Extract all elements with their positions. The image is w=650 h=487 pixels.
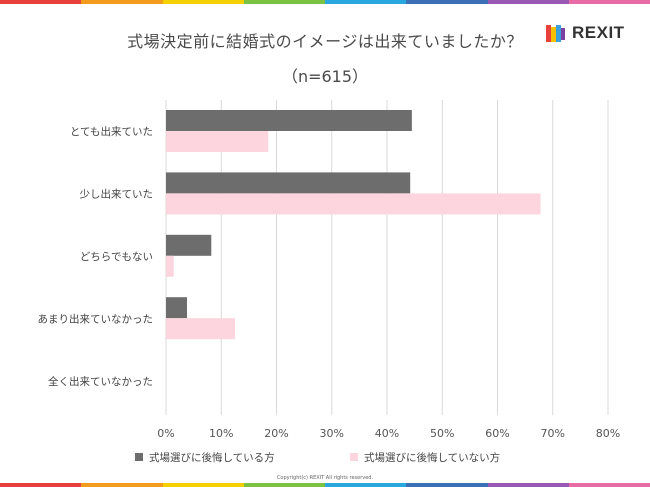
bottom-color-stripe [0, 483, 650, 487]
stripe-segment [81, 0, 163, 4]
stripe-segment [406, 483, 488, 487]
stripe-segment [243, 0, 325, 4]
stripe-segment [243, 483, 325, 487]
bar-no-regret [166, 318, 236, 340]
stripe-segment [487, 0, 569, 4]
x-tick-label: 50% [430, 427, 454, 440]
rexit-logo-icon [544, 22, 566, 44]
category-label: とても出来ていた [70, 125, 153, 138]
bar-no-regret [166, 255, 174, 277]
stripe-segment [325, 483, 407, 487]
legend-swatch [135, 453, 143, 461]
stripe-segment [0, 483, 82, 487]
bar-regret [166, 234, 212, 256]
x-tick-label: 0% [157, 427, 174, 440]
category-label: 全く出来ていなかった [48, 375, 153, 388]
category-label: あまり出来ていなかった [38, 312, 154, 325]
bar-regret [166, 172, 411, 194]
x-tick-label: 80% [596, 427, 620, 440]
chart-title: 式場決定前に結婚式のイメージは出来ていましたか？ [127, 32, 523, 51]
x-tick-label: 10% [209, 427, 233, 440]
rexit-logo-text: REXIT [572, 23, 625, 42]
legend-swatch [350, 453, 358, 461]
chart-subtitle: （n=615） [281, 67, 369, 86]
bar-regret [166, 110, 412, 131]
bar-no-regret [166, 131, 269, 152]
stripe-segment [568, 483, 650, 487]
stripe-segment [406, 0, 488, 4]
stripe-segment [325, 0, 407, 4]
x-tick-label: 60% [485, 427, 509, 440]
stripe-segment [487, 483, 569, 487]
x-tick-label: 20% [264, 427, 288, 440]
x-tick-label: 70% [541, 427, 565, 440]
stripe-segment [0, 0, 82, 4]
bar-regret [166, 297, 187, 319]
stripe-segment [568, 0, 650, 4]
legend-label: 式場選びに後悔している方 [149, 451, 275, 464]
stripe-segment [162, 483, 244, 487]
rexit-logo: REXIT [544, 22, 625, 44]
legend-label: 式場選びに後悔していない方 [364, 451, 500, 464]
stripe-segment [162, 0, 244, 4]
stripe-segment [81, 483, 163, 487]
category-label: 少し出来ていた [80, 188, 154, 201]
x-tick-label: 30% [320, 427, 344, 440]
bar-no-regret [166, 193, 541, 215]
top-color-stripe [0, 0, 650, 4]
category-label: どちらでもない [80, 251, 153, 263]
copyright-footer: Copyright(c) REXIT All rights reserved. [276, 475, 374, 481]
x-tick-label: 40% [375, 427, 399, 440]
